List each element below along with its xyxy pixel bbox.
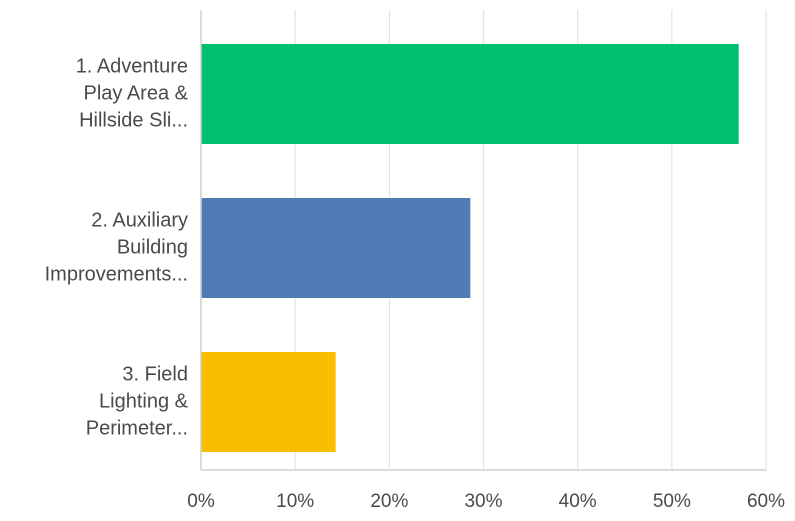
x-tick-label: 40% xyxy=(559,491,597,512)
category-label: Play Area & xyxy=(83,82,188,104)
x-tick-label: 50% xyxy=(653,491,691,512)
bar xyxy=(201,352,336,452)
category-label: Improvements... xyxy=(45,263,188,285)
category-label: Building xyxy=(117,236,188,258)
category-label: Lighting & xyxy=(99,390,189,412)
x-tick-label: 20% xyxy=(370,491,408,512)
category-label: Hillside Sli... xyxy=(79,109,188,131)
x-tick-label: 0% xyxy=(187,491,215,512)
bar xyxy=(201,44,739,144)
x-tick-label: 60% xyxy=(747,491,785,512)
category-label: 3. Field xyxy=(122,363,188,385)
category-label: 2. Auxiliary xyxy=(91,209,188,231)
bar xyxy=(201,198,471,298)
category-label: Perimeter... xyxy=(86,417,188,439)
x-tick-label: 30% xyxy=(464,491,502,512)
x-tick-label: 10% xyxy=(276,491,314,512)
category-label: 1. Adventure xyxy=(76,55,188,77)
